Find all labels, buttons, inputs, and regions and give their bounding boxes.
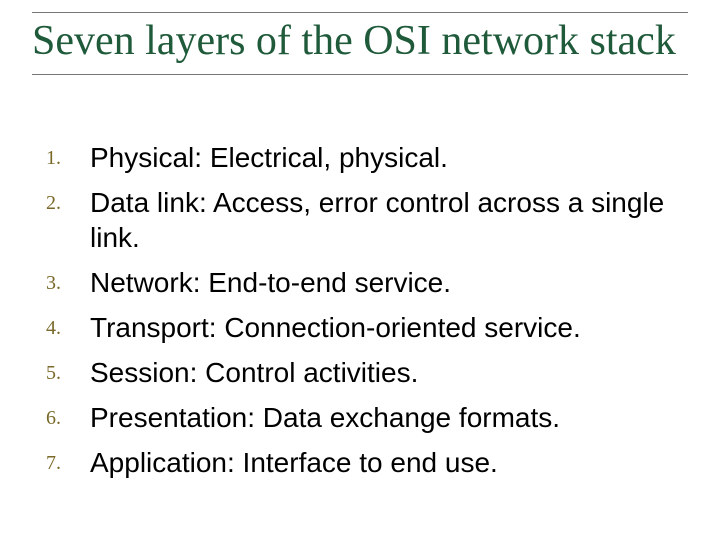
slide: Seven layers of the OSI network stack 1.… xyxy=(0,0,720,540)
list-number: 1. xyxy=(46,140,90,170)
list-item: 3. Network: End-to-end service. xyxy=(46,265,680,300)
list-text: Physical: Electrical, physical. xyxy=(90,140,448,175)
list-number: 3. xyxy=(46,265,90,295)
slide-title: Seven layers of the OSI network stack xyxy=(32,19,688,64)
list-item: 5. Session: Control activities. xyxy=(46,355,680,390)
list-text: Presentation: Data exchange formats. xyxy=(90,400,560,435)
list-text: Network: End-to-end service. xyxy=(90,265,451,300)
list-number: 2. xyxy=(46,185,90,215)
list-text: Session: Control activities. xyxy=(90,355,418,390)
ordered-list: 1. Physical: Electrical, physical. 2. Da… xyxy=(46,140,680,490)
list-number: 7. xyxy=(46,445,90,475)
list-item: 1. Physical: Electrical, physical. xyxy=(46,140,680,175)
list-text: Transport: Connection-oriented service. xyxy=(90,310,581,345)
list-item: 6. Presentation: Data exchange formats. xyxy=(46,400,680,435)
list-number: 6. xyxy=(46,400,90,430)
list-item: 4. Transport: Connection-oriented servic… xyxy=(46,310,680,345)
list-item: 7. Application: Interface to end use. xyxy=(46,445,680,480)
list-number: 5. xyxy=(46,355,90,385)
list-item: 2. Data link: Access, error control acro… xyxy=(46,185,680,255)
list-text: Data link: Access, error control across … xyxy=(90,185,680,255)
title-container: Seven layers of the OSI network stack xyxy=(32,12,688,75)
list-number: 4. xyxy=(46,310,90,340)
list-text: Application: Interface to end use. xyxy=(90,445,498,480)
